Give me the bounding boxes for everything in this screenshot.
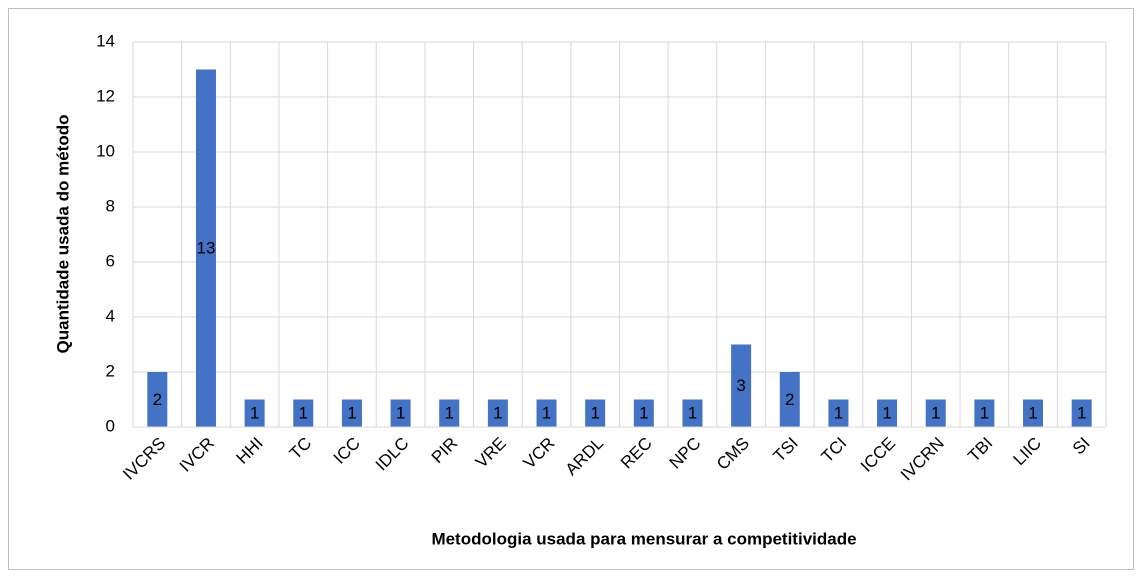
data-label: 1 xyxy=(980,404,989,423)
y-tick-label: 2 xyxy=(106,361,115,380)
data-label: 1 xyxy=(931,404,940,423)
bar xyxy=(731,344,752,427)
bar xyxy=(1071,399,1092,427)
bar xyxy=(925,399,946,427)
data-label: 1 xyxy=(493,404,502,423)
y-tick-label: 6 xyxy=(106,251,115,270)
data-label: 1 xyxy=(1077,404,1086,423)
data-label: 2 xyxy=(785,390,794,409)
bar xyxy=(244,399,265,427)
bar xyxy=(682,399,703,427)
bar xyxy=(487,399,508,427)
x-axis-title: Metodologia usada para mensurar a compet… xyxy=(431,529,856,548)
data-label: 1 xyxy=(542,404,551,423)
data-label: 1 xyxy=(250,404,259,423)
data-label: 1 xyxy=(834,404,843,423)
bar xyxy=(877,399,898,427)
data-label: 1 xyxy=(882,404,891,423)
data-label: 1 xyxy=(688,404,697,423)
data-label: 1 xyxy=(639,404,648,423)
data-label: 1 xyxy=(396,404,405,423)
bar xyxy=(439,399,460,427)
bar xyxy=(147,372,168,427)
y-tick-label: 10 xyxy=(96,141,115,160)
data-label: 1 xyxy=(347,404,356,423)
y-tick-label: 14 xyxy=(96,31,115,50)
data-label: 1 xyxy=(444,404,453,423)
bar xyxy=(536,399,557,427)
data-label: 2 xyxy=(153,390,162,409)
y-tick-label: 12 xyxy=(96,86,115,105)
y-tick-label: 8 xyxy=(106,196,115,215)
y-axis-title: Quantidade usada do método xyxy=(53,115,72,354)
y-tick-label: 4 xyxy=(106,306,115,325)
bar xyxy=(779,372,800,427)
data-label: 13 xyxy=(197,239,216,258)
bar xyxy=(341,399,362,427)
bar xyxy=(390,399,411,427)
data-label: 1 xyxy=(590,404,599,423)
bar xyxy=(633,399,654,427)
data-label: 1 xyxy=(1028,404,1037,423)
data-label: 1 xyxy=(299,404,308,423)
bar xyxy=(585,399,606,427)
bar xyxy=(828,399,849,427)
y-tick-label: 0 xyxy=(106,416,115,435)
bar xyxy=(293,399,314,427)
bar xyxy=(195,69,216,427)
bar xyxy=(1023,399,1044,427)
bar xyxy=(974,399,995,427)
data-label: 3 xyxy=(736,376,745,395)
